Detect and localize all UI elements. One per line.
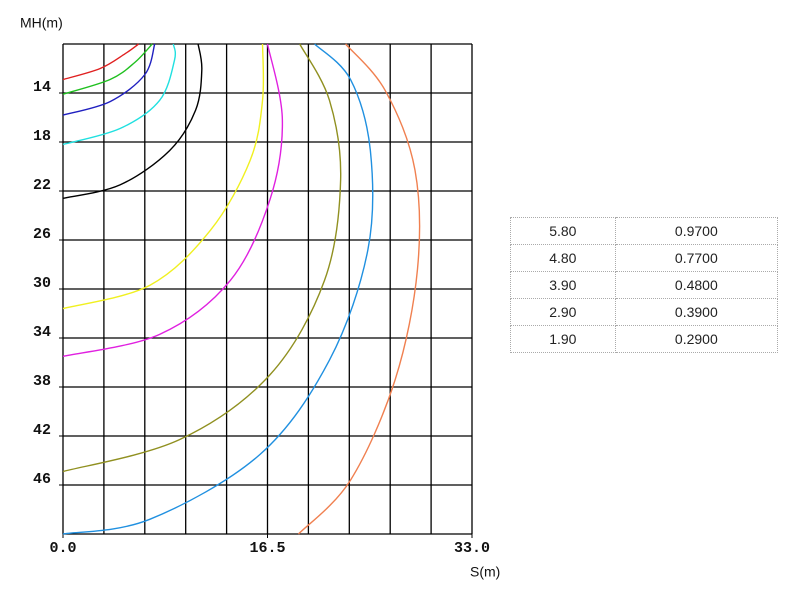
table-cell: 4.80 [510,244,616,272]
table-cell: 0.7700 [614,244,779,272]
isoline [297,43,421,535]
x-tick-label: 0.0 [49,540,76,557]
table-cell: 0.4800 [614,271,779,299]
isoline [62,43,342,473]
table-cell: 3.90 [510,271,616,299]
table-cell: 0.9700 [614,217,779,245]
isoline [62,43,265,310]
table-cell: 0.2900 [614,325,779,353]
y-tick-label: 38 [33,373,51,390]
table-row: 3.90 0.4800 [510,271,779,299]
isoline [62,43,153,95]
x-axis-label: S(m) [470,564,500,580]
y-tick-label: 30 [33,275,51,292]
isoline [62,43,156,116]
table-cell: 5.80 [510,217,616,245]
y-tick-label: 26 [33,226,51,243]
x-tick-label: 33.0 [454,540,490,557]
y-tick-label: 34 [33,324,51,341]
table-row: 5.80 0.9700 [510,217,779,245]
table-row: 1.90 0.2900 [510,325,779,353]
table-cell: 1.90 [510,325,616,353]
isoline [62,43,140,81]
table-cell: 2.90 [510,298,616,326]
table-row: 2.90 0.3900 [510,298,779,326]
y-tick-label: 46 [33,471,51,488]
y-tick-label: 42 [33,422,51,439]
isoline [62,43,374,535]
isoline [62,43,177,146]
y-axis-label: MH(m) [20,15,63,31]
table-cell: 0.3900 [614,298,779,326]
x-tick-label: 16.5 [249,540,285,557]
y-tick-label: 22 [33,177,51,194]
y-tick-label: 14 [33,79,51,96]
legend-table: 5.80 0.9700 4.80 0.7700 3.90 0.4800 2.90 0.3900… [510,217,779,353]
table-row: 4.80 0.7700 [510,244,779,272]
isoline [62,43,203,200]
isoline [62,43,284,358]
y-tick-label: 18 [33,128,51,145]
